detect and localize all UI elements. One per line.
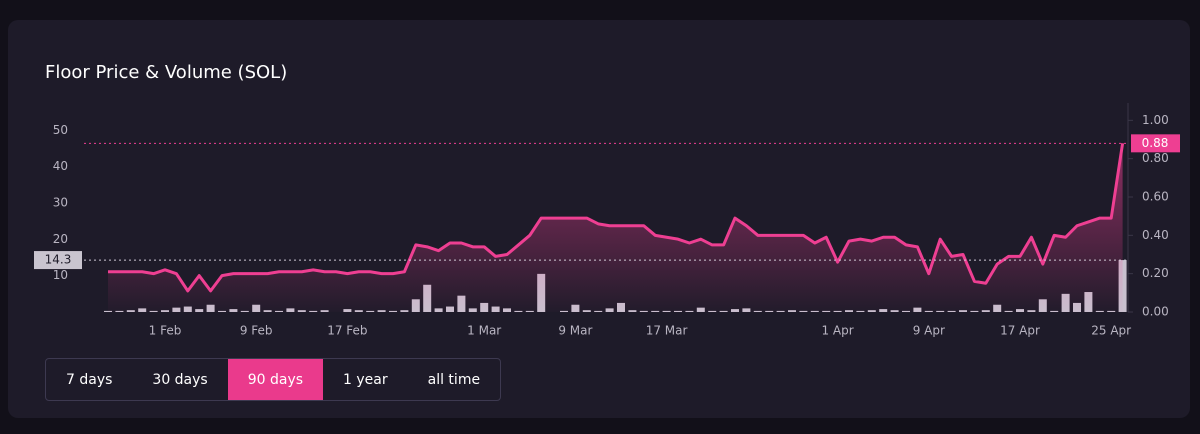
x-tick-label: 9 Feb (240, 324, 273, 338)
y2-tick-label: 0.00 (1142, 305, 1169, 319)
last-value-label: 14.3 (45, 253, 72, 267)
x-tick-label: 9 Apr (913, 324, 945, 338)
y-tick-label: 50 (53, 123, 68, 137)
y-tick-label: 10 (53, 268, 68, 282)
price-line (108, 143, 1125, 293)
y2-tick-label: 0.80 (1142, 151, 1169, 165)
x-tick-label: 9 Mar (558, 324, 592, 338)
range-button[interactable]: 7 days (46, 359, 132, 400)
range-button[interactable]: 90 days (227, 359, 324, 400)
last-value-label: 0.88 (1142, 136, 1169, 150)
x-tick-label: 1 Apr (821, 324, 853, 338)
y-tick-label: 30 (53, 196, 68, 210)
x-tick-label: 1 Feb (149, 324, 182, 338)
x-tick-label: 17 Apr (1000, 324, 1040, 338)
x-tick-label: 17 Mar (646, 324, 688, 338)
y2-tick-label: 0.40 (1142, 228, 1169, 242)
y-tick-label: 40 (53, 159, 68, 173)
card (8, 20, 1190, 418)
last-value-badge (34, 251, 82, 270)
y-tick-label: 20 (53, 232, 68, 246)
range-button[interactable]: 1 year (323, 359, 408, 400)
last-value-badge (1131, 134, 1180, 153)
price-area (108, 143, 1123, 312)
range-button[interactable]: all time (408, 359, 500, 400)
y2-tick-label: 1.00 (1142, 113, 1169, 127)
y2-tick-label: 0.60 (1142, 190, 1169, 204)
x-tick-label: 1 Mar (467, 324, 501, 338)
chart-title: Floor Price & Volume (SOL) (45, 62, 287, 83)
range-button[interactable]: 30 days (132, 359, 227, 400)
x-tick-label: 17 Feb (327, 324, 367, 338)
range-selector: 7 days 30 days 90 days 1 year all time (45, 358, 502, 401)
y2-tick-label: 0.20 (1142, 266, 1169, 280)
x-tick-label: 25 Apr (1091, 324, 1131, 338)
